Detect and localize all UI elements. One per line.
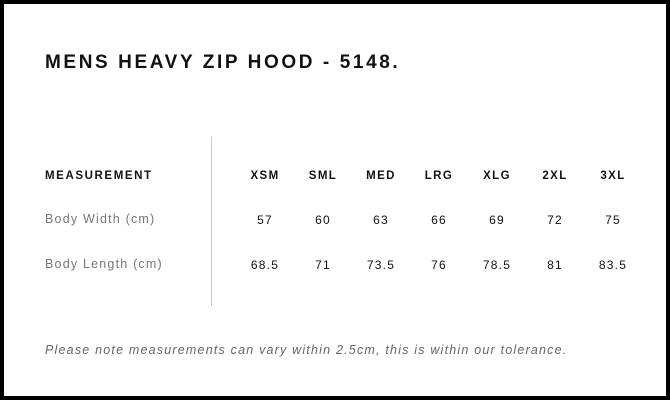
table-cell: 57: [257, 213, 273, 227]
size-header-2xl: 2XL: [542, 170, 568, 182]
table-cell: 66: [431, 213, 447, 227]
size-header-xsm: XSM: [250, 170, 280, 182]
table-cell: 73.5: [366, 258, 396, 272]
measurement-header: MEASUREMENT: [45, 170, 153, 182]
table-cell: 71: [315, 258, 331, 272]
page-title: MENS HEAVY ZIP HOOD - 5148.: [45, 52, 401, 73]
size-header-sml: SML: [308, 170, 338, 182]
table-cell: 75: [605, 213, 621, 227]
table-cell: 76: [431, 258, 447, 272]
table-cell: 78.5: [482, 258, 512, 272]
size-chart-card: MENS HEAVY ZIP HOOD - 5148. MEASUREMENT …: [4, 4, 666, 396]
table-cell: 63: [373, 213, 389, 227]
table-cell: 69: [489, 213, 505, 227]
table-cell: 60: [315, 213, 331, 227]
size-header-lrg: LRG: [424, 170, 454, 182]
size-header-3xl: 3XL: [600, 170, 626, 182]
size-header-xlg: XLG: [483, 170, 511, 182]
table-cell: 83.5: [598, 258, 628, 272]
tolerance-note: Please note measurements can vary within…: [45, 343, 568, 357]
row-label: Body Length (cm): [45, 257, 163, 271]
row-label: Body Width (cm): [45, 212, 156, 226]
table-cell: 68.5: [250, 258, 280, 272]
column-divider: [211, 137, 212, 306]
table-cell: 81: [547, 258, 563, 272]
table-cell: 72: [547, 213, 563, 227]
size-header-med: MED: [366, 170, 396, 182]
